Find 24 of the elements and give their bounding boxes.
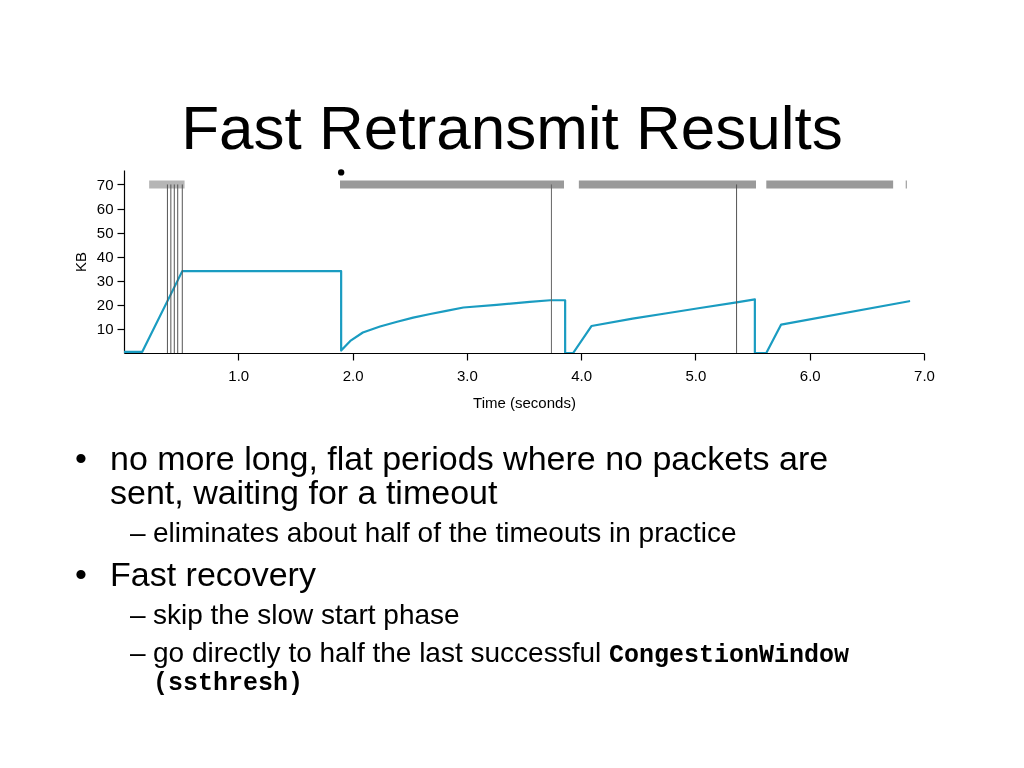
chart-title: Fast Retransmit Results bbox=[180, 92, 844, 164]
text: (ssthresh) bbox=[153, 669, 305, 698]
text: – go directly to half the last successful CongestionWindow bbox=[130, 637, 851, 670]
y-tick-label: 20 bbox=[96, 296, 114, 314]
x-tick-label: 3.0 bbox=[456, 366, 478, 384]
line-series bbox=[124, 270, 911, 353]
text: • no more long, flat periods where no packets are sent, waiting for a timeout bbox=[75, 439, 830, 511]
x-axis-title: Time (seconds) bbox=[473, 393, 576, 411]
y-tick-label: 50 bbox=[96, 224, 114, 242]
y-tick-label: 60 bbox=[96, 200, 114, 218]
y-tick-label: 30 bbox=[96, 272, 114, 290]
text: – skip the slow start phase bbox=[130, 599, 461, 630]
y-tick-label: 10 bbox=[96, 320, 114, 338]
x-tick-label: 2.0 bbox=[342, 366, 364, 384]
text: – eliminates about half of the timeouts in practice bbox=[130, 517, 738, 548]
y-axis-title: KB bbox=[71, 251, 89, 273]
x-tick-label: 1.0 bbox=[228, 366, 250, 384]
x-tick-label: 6.0 bbox=[799, 366, 821, 384]
text: • Fast recovery bbox=[75, 555, 317, 593]
x-tick-label: 5.0 bbox=[685, 366, 707, 384]
x-tick-label: 7.0 bbox=[914, 366, 935, 384]
x-tick-label: 4.0 bbox=[571, 366, 593, 384]
y-tick-label: 70 bbox=[96, 175, 114, 193]
y-tick-label: 40 bbox=[96, 248, 114, 266]
